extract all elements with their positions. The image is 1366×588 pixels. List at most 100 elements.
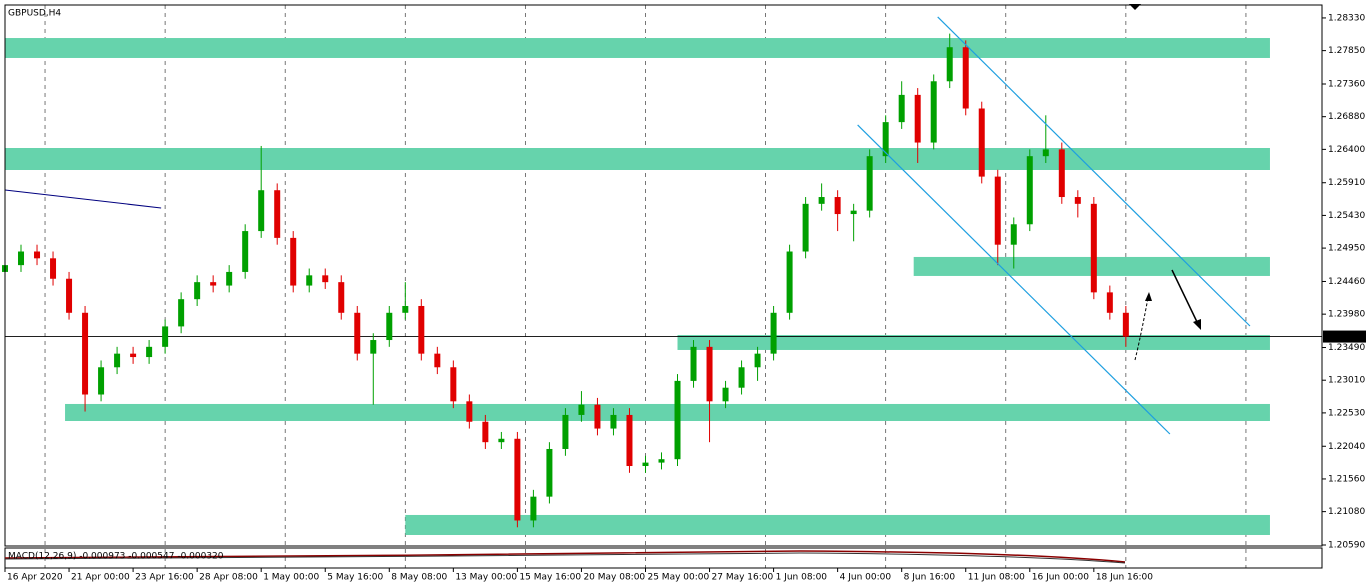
candle-body [226, 271, 233, 286]
candle-body [642, 462, 649, 467]
candle-body [978, 108, 985, 177]
candle-body [274, 190, 281, 238]
candle-body [146, 346, 153, 358]
candle-body [994, 176, 1001, 245]
x-tick-label: 8 May 08:00 [391, 573, 447, 583]
arrow-down [1171, 269, 1199, 325]
candle-body [1026, 156, 1033, 225]
x-tick-label: 13 May 00:00 [455, 573, 517, 583]
y-tick-label: 1.21560 [1328, 474, 1365, 484]
candle-body [498, 438, 505, 443]
candle-body [1106, 292, 1113, 313]
x-tick-label: 16 Apr 2020 [7, 573, 63, 583]
candle-body [194, 282, 201, 300]
candle-body [706, 346, 713, 402]
candle-body [594, 404, 601, 429]
candle-body [322, 275, 329, 283]
channel-line [937, 16, 1251, 327]
zone [5, 148, 1270, 170]
x-tick-label: 23 Apr 16:00 [135, 573, 194, 583]
candle-body [482, 421, 489, 443]
candle-body [306, 275, 313, 286]
candle-body [450, 367, 457, 402]
candle-body [114, 353, 121, 368]
indicator-signal [4, 552, 1126, 564]
candle-body [754, 353, 761, 368]
x-tick-label: 8 Jun 16:00 [904, 573, 956, 583]
candle-body [370, 340, 377, 354]
candle-body [722, 387, 729, 402]
candle-body [690, 346, 697, 381]
y-tick-label: 1.21080 [1328, 507, 1365, 517]
candle-body [578, 404, 585, 415]
arrow-head [1145, 292, 1152, 301]
candle-body [34, 251, 41, 259]
y-tick-label: 1.27850 [1328, 46, 1365, 56]
candle-body [962, 47, 969, 109]
last-price-box [1323, 330, 1366, 343]
indicator-label: MACD(12,26,9) -0.000973 -0.000547 -0.000… [8, 552, 224, 562]
channel-line [857, 124, 1171, 435]
candle-body [178, 299, 185, 327]
y-tick-label: 1.24950 [1328, 244, 1365, 254]
candle-body [914, 94, 921, 143]
x-tick-label: 1 May 00:00 [263, 573, 319, 583]
zone [405, 514, 1270, 535]
x-tick-label: 16 Jun 00:00 [1032, 573, 1089, 583]
candle-body [466, 401, 473, 422]
x-tick-label: 18 Jun 16:00 [1096, 573, 1153, 583]
y-tick-label: 1.22530 [1328, 408, 1365, 418]
y-tick-label: 1.26880 [1328, 112, 1365, 122]
candle-body [770, 312, 777, 354]
candle-body [66, 278, 73, 313]
candle-body [530, 496, 537, 521]
candle-body [18, 251, 25, 266]
candle-body [898, 94, 905, 123]
x-tick-label: 4 Jun 00:00 [840, 573, 892, 583]
x-tick-label: 5 May 16:00 [327, 573, 383, 583]
candle-body [818, 197, 825, 204]
x-tick-label: 11 Jun 08:00 [968, 573, 1025, 583]
candle-body [658, 459, 665, 463]
y-tick-label: 1.27360 [1328, 79, 1365, 89]
candle-body [930, 81, 937, 143]
x-tick-label: 21 Apr 00:00 [71, 573, 130, 583]
candle-body [546, 448, 553, 497]
x-tick-label: 1 Jun 08:00 [776, 573, 828, 583]
y-tick-label: 1.26400 [1328, 145, 1365, 155]
y-tick-label: 1.23490 [1328, 343, 1365, 353]
candle-body [1058, 149, 1065, 198]
y-tick-label: 1.25910 [1328, 178, 1365, 188]
candle-body [562, 414, 569, 449]
candle-body [338, 282, 345, 313]
candle-body [1074, 197, 1081, 204]
candle-body [418, 305, 425, 354]
candle-body [1122, 312, 1129, 337]
candle-body [834, 197, 841, 215]
candle-body [386, 312, 393, 341]
main-panel-border [4, 4, 1323, 547]
arrow-head [1193, 319, 1201, 330]
x-tick-label: 15 May 16:00 [519, 573, 581, 583]
y-tick-label: 1.22040 [1328, 442, 1365, 452]
candle-body [802, 203, 809, 252]
candle-body [130, 353, 137, 358]
plot-layer [2, 5, 1322, 568]
candle-body [1090, 203, 1097, 293]
candle-body [786, 251, 793, 313]
zone [65, 403, 1270, 421]
x-tick-label: 25 May 00:00 [647, 573, 709, 583]
candle-body [434, 353, 441, 368]
candle-body [50, 258, 57, 279]
x-tick-label: 27 May 16:00 [712, 573, 774, 583]
trend-line [4, 189, 162, 209]
candle-body [1042, 149, 1049, 157]
y-tick-label: 1.20590 [1328, 541, 1365, 551]
x-tick-label: 20 May 08:00 [583, 573, 645, 583]
zone [677, 334, 1270, 350]
marker [1129, 4, 1141, 10]
candle-body [610, 414, 617, 429]
candle-body [242, 231, 249, 272]
candle-body [674, 380, 681, 460]
